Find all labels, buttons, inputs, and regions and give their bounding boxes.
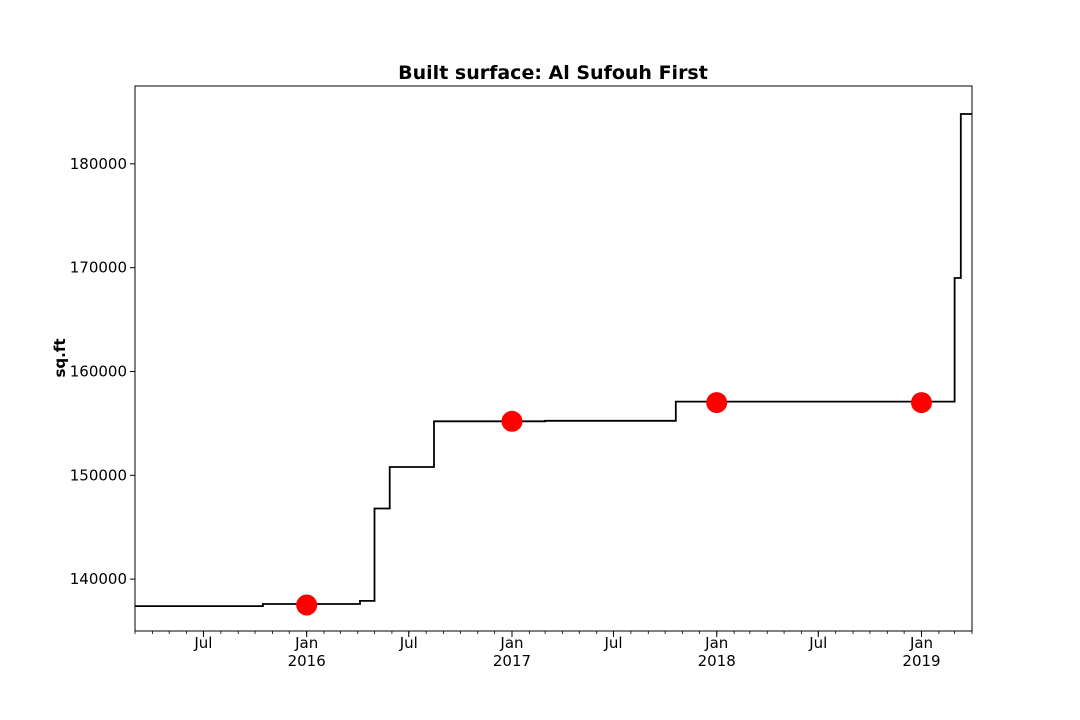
x-tick-label: Jan — [909, 634, 933, 652]
data-point — [501, 410, 523, 432]
y-axis: 140000 150000 160000 170000 180000 — [70, 155, 135, 588]
y-tick-label: 180000 — [70, 155, 127, 173]
data-point — [296, 594, 318, 616]
plot-frame — [134, 85, 973, 632]
x-tick-year-label: 2018 — [698, 652, 736, 670]
y-tick-label: 160000 — [70, 362, 127, 380]
plot-content — [135, 113, 972, 616]
x-tick-year-label: 2016 — [288, 652, 326, 670]
x-tick-label: Jul — [193, 634, 212, 652]
x-tick-label: Jan — [294, 634, 318, 652]
data-point — [706, 392, 728, 414]
x-tick-label: Jul — [399, 634, 418, 652]
series-line — [135, 113, 972, 607]
y-tick-label: 170000 — [70, 259, 127, 277]
x-tick-year-label: 2019 — [902, 652, 940, 670]
data-point — [911, 392, 932, 414]
y-axis-label: sq.ft — [51, 338, 69, 377]
x-tick-label: Jul — [808, 634, 827, 652]
x-tick-year-label: 2017 — [493, 652, 531, 670]
x-tick-label: Jan — [704, 634, 728, 652]
x-tick-label: Jul — [603, 634, 622, 652]
x-tick-label: Jan — [499, 634, 523, 652]
y-tick-label: 140000 — [70, 570, 127, 588]
y-tick-label: 150000 — [70, 466, 127, 484]
chart-title: Built surface: Al Sufouh First — [398, 62, 708, 84]
